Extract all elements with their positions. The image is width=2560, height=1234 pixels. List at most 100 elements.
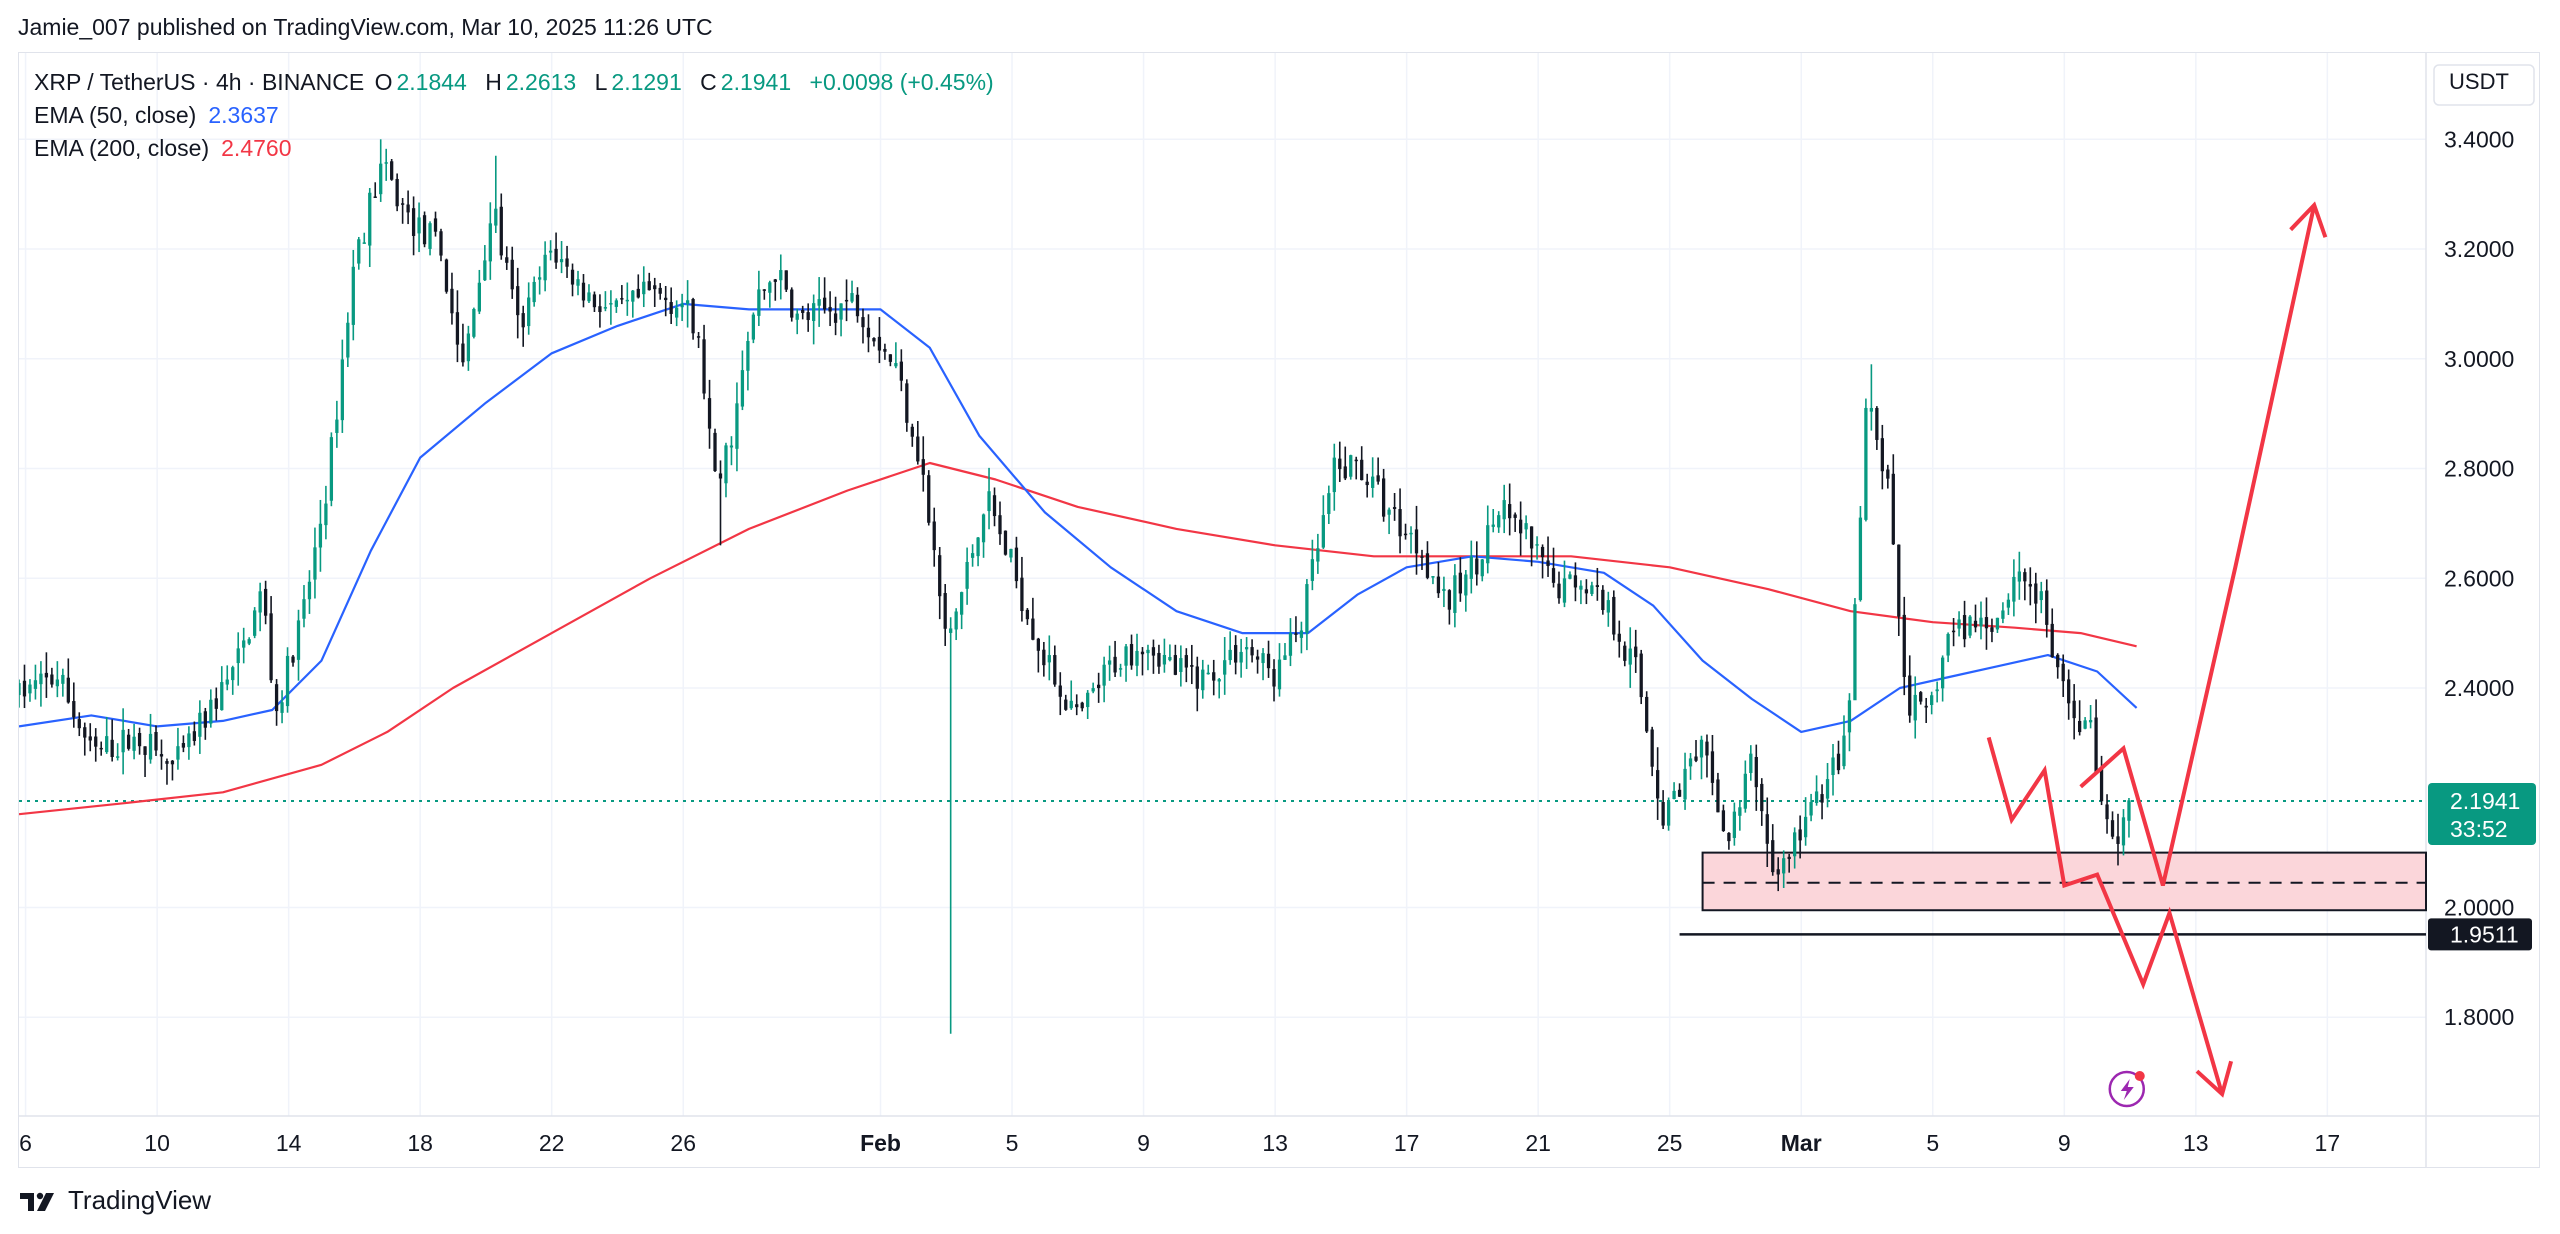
candle — [510, 246, 514, 299]
candle — [1716, 772, 1720, 813]
candle — [680, 293, 684, 322]
candle-body — [1551, 568, 1556, 583]
candle — [400, 198, 405, 224]
candle-body — [1579, 585, 1583, 590]
candle — [855, 287, 860, 323]
candle-body — [938, 555, 942, 597]
candle-body — [1557, 583, 1561, 599]
candle — [1820, 784, 1824, 820]
candle-body — [877, 336, 882, 351]
candle-body — [1206, 672, 1210, 675]
symbol-name[interactable]: XRP / TetherUS · 4h · BINANCE — [34, 69, 365, 95]
candle — [1650, 726, 1654, 777]
x-tick-label: Feb — [860, 1130, 901, 1156]
candle-body — [346, 322, 350, 358]
candle-body — [1814, 791, 1819, 804]
ema200-legend[interactable]: EMA (200, close) 2.4760 — [34, 132, 1006, 165]
candle-body — [176, 746, 180, 760]
candle-body — [1381, 478, 1386, 517]
candle-body — [1349, 455, 1353, 477]
candle-body — [83, 727, 87, 738]
candle — [1787, 854, 1791, 873]
candle — [1458, 557, 1462, 602]
candle-body — [313, 547, 317, 580]
candle — [1919, 691, 1923, 705]
candle-body — [159, 754, 164, 757]
currency-button — [2433, 64, 2535, 106]
candle-body — [620, 298, 624, 300]
candle — [1420, 549, 1424, 570]
candle-body — [998, 515, 1002, 535]
price-chart[interactable]: USDT 3.4000 3.2000 3.0000 2.8000 2.6000 2.4000… — [19, 53, 2539, 1167]
candle — [691, 297, 695, 340]
candle-body — [2023, 572, 2027, 582]
candle-body — [844, 299, 849, 302]
bar-countdown-label: 33:52 — [2450, 816, 2508, 842]
candle — [762, 289, 766, 300]
candle — [735, 382, 739, 472]
candle — [461, 323, 465, 367]
candle-body — [400, 203, 405, 205]
candle — [1913, 676, 1917, 739]
candle-body — [1535, 544, 1539, 546]
candle-body — [225, 679, 229, 685]
candle-body — [1118, 668, 1123, 670]
candle-body — [1699, 739, 1704, 758]
candle — [822, 277, 827, 314]
candle-body — [658, 287, 662, 294]
candle — [1847, 693, 1852, 752]
candle-body — [1097, 684, 1101, 689]
candle — [1025, 608, 1030, 625]
candle — [1935, 681, 1939, 703]
candle-body — [373, 196, 377, 198]
candle-body — [779, 270, 783, 281]
candle-body — [790, 289, 794, 318]
candle-body — [1584, 589, 1589, 594]
candle — [894, 342, 898, 369]
candle — [773, 278, 777, 301]
chart-frame[interactable]: USDT 3.4000 3.2000 3.0000 2.8000 2.6000 2.4000… — [18, 52, 2540, 1168]
ema200-value: 2.4760 — [221, 135, 292, 161]
candle — [214, 687, 218, 721]
candle-body — [1179, 658, 1183, 672]
candle-body — [1513, 514, 1517, 518]
ema50-legend[interactable]: EMA (50, close) 2.3637 — [34, 99, 1006, 132]
candle — [1897, 544, 1901, 637]
candle — [642, 266, 646, 308]
candle — [784, 270, 788, 293]
candle — [1360, 446, 1364, 481]
candle-body — [1069, 700, 1073, 709]
candle-body — [2056, 654, 2060, 668]
candle — [1672, 782, 1676, 800]
candle-body — [702, 339, 706, 394]
candle — [1557, 571, 1561, 604]
high-label: H — [485, 69, 502, 95]
candle — [302, 585, 306, 628]
candle — [1798, 815, 1802, 859]
candle-body — [855, 294, 860, 317]
candle-body — [1360, 459, 1364, 481]
ema200-label: EMA (200, close) — [34, 135, 210, 161]
candle — [1201, 659, 1205, 699]
projection-path-1 — [1986, 736, 2225, 1095]
candle — [1601, 585, 1605, 615]
candle — [1853, 598, 1857, 701]
candle-body — [198, 712, 202, 737]
candle-body — [1058, 685, 1062, 697]
candle-body — [614, 300, 619, 307]
candle-body — [214, 698, 218, 709]
candle-body — [2034, 583, 2038, 604]
projection-arrowhead-1 — [2195, 1060, 2234, 1098]
candle — [1908, 655, 1912, 723]
candle — [1327, 485, 1331, 524]
candle-body — [1234, 645, 1238, 663]
candle — [1984, 597, 1989, 650]
lightning-alert-icon — [2108, 1070, 2146, 1108]
candle-body — [1809, 802, 1813, 816]
candle-body — [170, 760, 175, 765]
candle — [1995, 617, 2000, 633]
candle-body — [247, 639, 251, 644]
candle — [833, 296, 838, 336]
candle — [965, 547, 969, 605]
